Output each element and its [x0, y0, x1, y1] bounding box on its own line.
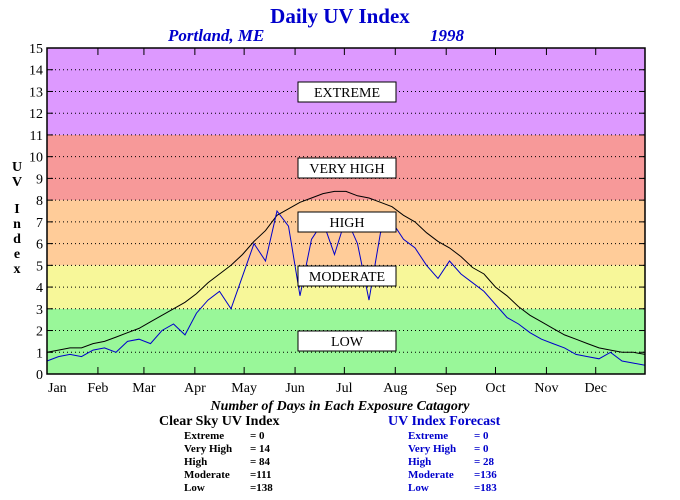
- stat-label: High: [408, 456, 432, 468]
- y-tick-label: 1: [36, 346, 43, 361]
- stat-label: Low: [408, 482, 429, 494]
- y-tick-label: 13: [29, 85, 43, 100]
- series-line: [46, 190, 646, 355]
- band-label-box: [297, 157, 397, 179]
- year-label: 1998: [430, 26, 464, 45]
- stat-label: Very High: [184, 443, 233, 455]
- band-label: HIGH: [330, 216, 365, 231]
- y-axis-label-char: x: [13, 262, 21, 277]
- forecast-title: UV Index Forecast: [388, 414, 501, 429]
- band-label: VERY HIGH: [309, 162, 384, 177]
- stat-value: =136: [474, 469, 497, 481]
- band-label: LOW: [331, 335, 364, 350]
- x-tick-label: Feb: [87, 381, 108, 396]
- x-tick-label: Nov: [534, 381, 558, 396]
- clear-sky-panel: Clear Sky UV Index Extreme = 0 Very High = …: [159, 414, 290, 495]
- y-axis-label-char: V: [11, 175, 23, 190]
- band-high: [47, 200, 645, 266]
- band-label-box: [297, 211, 397, 233]
- y-tick-label: 4: [36, 281, 43, 296]
- y-tick-label: 2: [36, 325, 43, 340]
- stat-value: =111: [250, 469, 272, 481]
- stat-row: Moderate =136: [408, 469, 514, 482]
- stat-row: Very High = 14: [184, 443, 290, 456]
- stat-row: Extreme = 0: [184, 430, 290, 443]
- stat-label: Extreme: [408, 430, 449, 442]
- clear-sky-title: Clear Sky UV Index: [159, 414, 280, 429]
- band-label: MODERATE: [309, 270, 385, 285]
- stat-value: =183: [474, 482, 497, 494]
- y-tick-label: 11: [30, 129, 43, 144]
- x-tick-label: Sep: [436, 381, 457, 396]
- stat-row: Very High = 0: [408, 443, 514, 456]
- y-tick-label: 5: [36, 259, 43, 274]
- y-axis-label-char: n: [13, 217, 21, 232]
- x-tick-label: Jan: [48, 381, 67, 396]
- stat-row: Low =183: [408, 482, 514, 495]
- y-tick-label: 3: [36, 303, 43, 318]
- y-tick-label: 14: [29, 64, 43, 79]
- location-label: Portland, ME: [168, 26, 265, 45]
- stat-label: Very High: [408, 443, 457, 455]
- stat-value: = 14: [250, 443, 271, 455]
- forecast-panel: UV Index Forecast Extreme = 0 Very High = 0…: [388, 414, 514, 495]
- stat-value: = 0: [250, 430, 265, 442]
- y-tick-label: 6: [36, 238, 43, 253]
- stat-value: =138: [250, 482, 273, 494]
- stat-label: Moderate: [408, 469, 454, 481]
- x-tick-label: Oct: [485, 381, 505, 396]
- x-tick-label: Jul: [336, 381, 352, 396]
- stat-label: Low: [184, 482, 205, 494]
- footer-title: Number of Days in Each Exposure Catagory: [210, 399, 470, 414]
- stat-label: High: [184, 456, 208, 468]
- band-label: EXTREME: [314, 86, 380, 101]
- x-tick-label: May: [231, 381, 257, 396]
- stat-label: Extreme: [184, 430, 225, 442]
- x-tick-label: Jun: [285, 381, 304, 396]
- stat-row: High = 84: [184, 456, 290, 469]
- stat-row: Low =138: [184, 482, 290, 495]
- stat-value: = 28: [474, 456, 495, 468]
- band-label-box: [297, 81, 397, 103]
- y-tick-label: 12: [29, 107, 43, 122]
- x-tick-label: Aug: [383, 381, 407, 396]
- y-axis-label-char: I: [14, 202, 20, 217]
- y-axis-label-char: d: [13, 232, 21, 247]
- y-tick-label: 0: [36, 368, 43, 383]
- x-tick-label: Dec: [584, 381, 607, 396]
- stat-row: High = 28: [408, 456, 514, 469]
- band-label-box: [297, 265, 397, 287]
- y-axis-label-char: e: [13, 247, 21, 262]
- plot-frame: [46, 47, 646, 375]
- stat-value: = 84: [250, 456, 271, 468]
- y-tick-label: 8: [36, 194, 43, 209]
- y-tick-label: 10: [29, 151, 43, 166]
- stat-label: Moderate: [184, 469, 230, 481]
- y-axis-label-char: U: [11, 160, 23, 175]
- stat-value: = 0: [474, 430, 489, 442]
- stat-row: Moderate =111: [184, 469, 290, 482]
- y-tick-label: 7: [36, 216, 43, 231]
- stat-row: Extreme = 0: [408, 430, 514, 443]
- stat-value: = 0: [474, 443, 489, 455]
- y-tick-label: 9: [36, 172, 43, 187]
- y-tick-label: 15: [29, 42, 43, 57]
- chart-title: Daily UV Index: [270, 4, 410, 28]
- x-tick-label: Apr: [184, 381, 206, 396]
- x-tick-label: Mar: [132, 381, 156, 396]
- band-label-box: [297, 330, 397, 352]
